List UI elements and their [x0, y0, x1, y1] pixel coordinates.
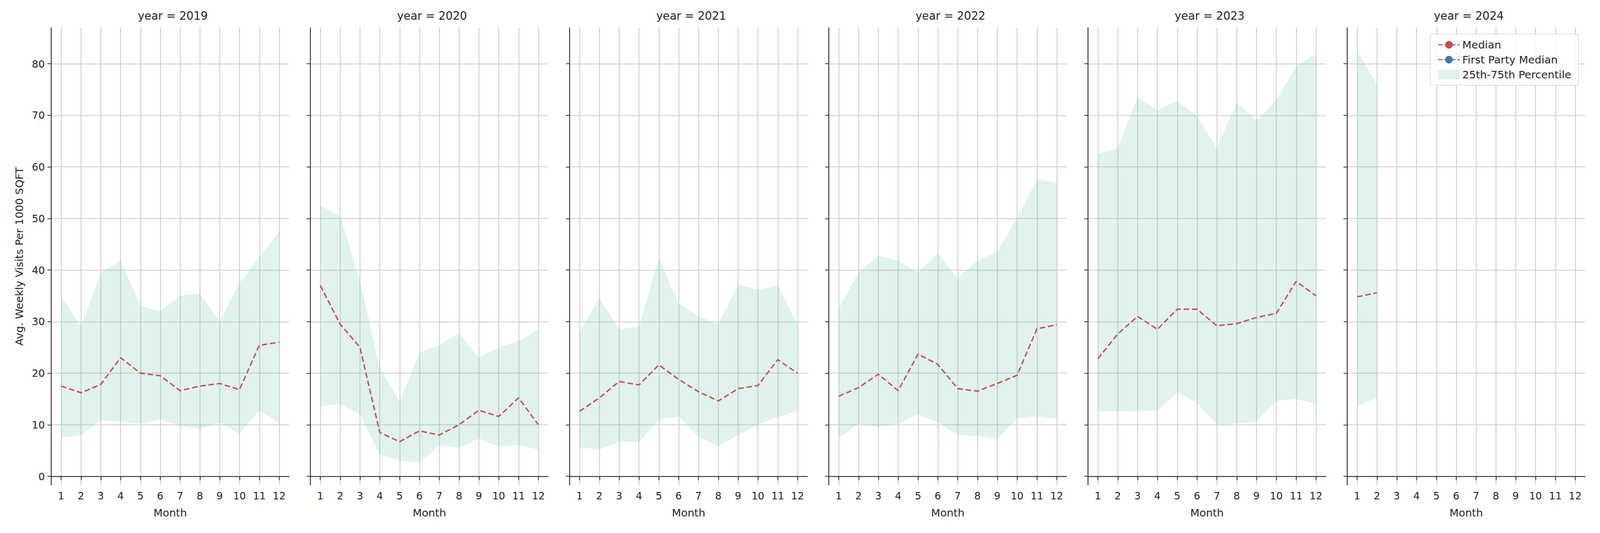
svg-text:3: 3	[356, 490, 364, 502]
svg-text:3: 3	[616, 490, 623, 502]
svg-text:Median: Median	[1462, 38, 1502, 52]
svg-text:1: 1	[1354, 490, 1361, 502]
svg-text:4: 4	[1413, 490, 1420, 502]
svg-text:6: 6	[416, 490, 423, 502]
svg-text:12: 12	[272, 490, 286, 502]
svg-text:7: 7	[436, 490, 443, 502]
svg-text:Month: Month	[153, 506, 188, 520]
svg-text:0: 0	[38, 470, 45, 483]
svg-text:3: 3	[97, 490, 104, 502]
svg-text:1: 1	[835, 490, 843, 502]
svg-text:10: 10	[233, 490, 246, 502]
svg-text:5: 5	[1173, 490, 1181, 502]
svg-text:8: 8	[1233, 490, 1240, 502]
svg-text:1: 1	[58, 490, 65, 502]
svg-text:4: 4	[1154, 490, 1161, 502]
svg-text:6: 6	[1452, 490, 1460, 502]
svg-text:9: 9	[216, 490, 223, 502]
svg-text:60: 60	[32, 161, 45, 173]
svg-text:1: 1	[576, 490, 583, 502]
svg-text:3: 3	[1393, 490, 1400, 502]
svg-text:70: 70	[32, 109, 45, 122]
svg-text:Month: Month	[672, 506, 706, 520]
svg-text:11: 11	[512, 490, 525, 502]
svg-text:1: 1	[317, 490, 324, 502]
svg-text:12: 12	[790, 490, 804, 502]
svg-text:11: 11	[1030, 490, 1044, 502]
svg-text:year = 2024: year = 2024	[1433, 9, 1504, 23]
svg-text:10: 10	[1010, 490, 1024, 502]
svg-text:11: 11	[1289, 490, 1303, 502]
svg-text:7: 7	[954, 490, 962, 502]
svg-text:6: 6	[1193, 490, 1200, 502]
svg-text:8: 8	[1492, 490, 1500, 502]
svg-text:40: 40	[32, 264, 45, 277]
svg-text:2: 2	[337, 490, 344, 502]
svg-text:7: 7	[1213, 490, 1221, 502]
svg-text:9: 9	[1512, 490, 1519, 502]
svg-text:year = 2021: year = 2021	[656, 9, 726, 23]
svg-text:5: 5	[655, 490, 662, 502]
svg-text:11: 11	[771, 490, 784, 502]
svg-text:2: 2	[1373, 490, 1381, 502]
svg-text:4: 4	[894, 490, 902, 502]
svg-text:12: 12	[1568, 490, 1582, 502]
svg-text:9: 9	[1253, 490, 1260, 502]
svg-text:5: 5	[396, 490, 403, 502]
svg-text:8: 8	[715, 490, 722, 502]
svg-text:9: 9	[734, 490, 742, 502]
svg-text:50: 50	[32, 212, 45, 225]
svg-text:Month: Month	[931, 506, 965, 520]
svg-text:5: 5	[914, 490, 922, 502]
svg-text:30: 30	[32, 315, 45, 328]
svg-text:12: 12	[1050, 490, 1063, 502]
svg-text:80: 80	[32, 58, 45, 70]
svg-text:6: 6	[934, 490, 941, 502]
svg-text:year = 2023: year = 2023	[1174, 9, 1245, 23]
svg-text:7: 7	[695, 490, 702, 502]
svg-text:year = 2019: year = 2019	[137, 9, 208, 23]
svg-text:5: 5	[137, 490, 144, 502]
svg-text:4: 4	[376, 490, 383, 502]
svg-text:Month: Month	[1449, 506, 1484, 520]
svg-text:Month: Month	[1190, 506, 1224, 520]
svg-text:2: 2	[596, 490, 603, 502]
svg-text:10: 10	[492, 490, 506, 502]
svg-text:8: 8	[456, 490, 463, 502]
svg-text:2: 2	[77, 490, 85, 502]
svg-text:Avg. Weekly Visits Per 1000 SQ: Avg. Weekly Visits Per 1000 SQFT	[12, 166, 26, 347]
svg-text:11: 11	[1548, 490, 1562, 502]
svg-text:2: 2	[855, 490, 862, 502]
svg-text:year = 2022: year = 2022	[915, 9, 986, 23]
svg-text:8: 8	[196, 490, 204, 502]
svg-text:10: 10	[1269, 490, 1283, 502]
svg-text:year = 2020: year = 2020	[396, 9, 467, 23]
svg-text:Month: Month	[412, 506, 447, 520]
svg-text:3: 3	[875, 490, 882, 502]
svg-text:1: 1	[1094, 490, 1102, 502]
svg-text:6: 6	[675, 490, 682, 502]
svg-text:2: 2	[1114, 490, 1122, 502]
svg-text:7: 7	[1473, 490, 1480, 502]
svg-text:12: 12	[1309, 490, 1323, 502]
svg-text:7: 7	[177, 490, 184, 502]
svg-text:6: 6	[156, 490, 164, 502]
svg-text:10: 10	[32, 419, 45, 431]
svg-text:10: 10	[751, 490, 765, 502]
svg-text:4: 4	[635, 490, 643, 502]
svg-text:5: 5	[1433, 490, 1440, 502]
svg-text:3: 3	[1134, 490, 1141, 502]
svg-text:8: 8	[974, 490, 981, 502]
svg-text:11: 11	[252, 490, 266, 502]
svg-text:First Party Median: First Party Median	[1462, 53, 1558, 67]
svg-text:4: 4	[117, 490, 124, 502]
svg-text:12: 12	[531, 490, 545, 502]
svg-text:25th-75th Percentile: 25th-75th Percentile	[1462, 68, 1572, 82]
svg-text:9: 9	[475, 490, 483, 502]
svg-text:9: 9	[994, 490, 1001, 502]
svg-text:20: 20	[32, 367, 45, 380]
svg-text:10: 10	[1529, 490, 1542, 502]
